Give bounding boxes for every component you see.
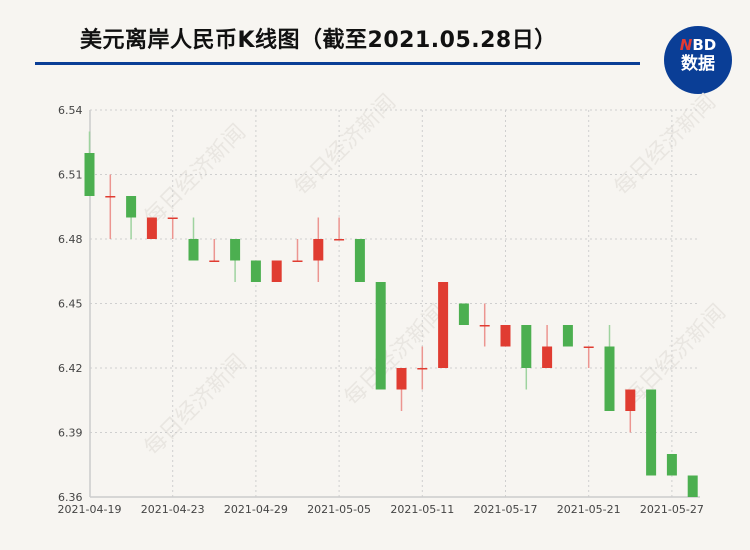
candle (105, 174, 116, 239)
candle-body (666, 454, 677, 476)
x-tick-label: 2021-05-11 (390, 503, 454, 516)
candle-body (604, 346, 615, 411)
x-tick-label: 2021-05-21 (557, 503, 621, 516)
candle-body (84, 153, 95, 196)
candle-body (146, 217, 157, 239)
y-tick-label: 6.48 (58, 233, 83, 246)
x-tick-label: 2021-05-05 (307, 503, 371, 516)
candle (271, 260, 282, 282)
x-tick-label: 2021-04-23 (141, 503, 205, 516)
candle (458, 303, 469, 325)
candle-body (230, 239, 241, 261)
candle-body (687, 475, 698, 497)
candle-body (292, 260, 303, 262)
logo-top: NBD (679, 36, 717, 54)
candle-body (354, 239, 365, 282)
candle (604, 325, 615, 411)
candle-body (375, 282, 386, 390)
candle-body (188, 239, 199, 261)
x-tick-label: 2021-05-17 (474, 503, 538, 516)
x-tick-label: 2021-04-19 (58, 503, 122, 516)
candle (209, 239, 220, 262)
candle (126, 196, 137, 239)
candle-body (209, 260, 220, 262)
candle (562, 325, 573, 347)
watermark: 每日经济新闻 (620, 300, 731, 411)
watermark: 每日经济新闻 (140, 120, 251, 231)
candle (84, 131, 95, 196)
candle-body (334, 239, 345, 241)
y-tick-label: 6.42 (58, 362, 83, 375)
y-tick-label: 6.39 (58, 427, 83, 440)
candle (438, 282, 449, 368)
candle (146, 217, 157, 239)
candle (521, 325, 532, 390)
candle (687, 475, 698, 497)
candle-body (521, 325, 532, 368)
y-tick-label: 6.51 (58, 169, 83, 182)
candle-body (105, 196, 116, 198)
candle-body (479, 325, 490, 327)
candle-body (500, 325, 511, 347)
candle (334, 217, 345, 241)
y-tick-label: 6.45 (58, 298, 83, 311)
candle (292, 239, 303, 262)
candle (188, 217, 199, 261)
watermark: 每日经济新闻 (140, 350, 251, 461)
candle (542, 325, 553, 368)
candle (230, 239, 241, 282)
candle (250, 260, 261, 282)
candle (396, 368, 407, 411)
candle (500, 325, 511, 347)
candle (666, 454, 677, 476)
candle-body (646, 389, 657, 476)
candle (354, 239, 365, 282)
candle (646, 389, 657, 476)
candle-body (458, 303, 469, 325)
candle-body (417, 368, 428, 370)
chart-title: 美元离岸人民币K线图（截至2021.05.28日） (80, 28, 557, 53)
x-tick-label: 2021-04-29 (224, 503, 288, 516)
candle-body (562, 325, 573, 347)
candle-body (126, 196, 137, 218)
logo-bottom: 数据 (681, 54, 715, 74)
candle (625, 389, 636, 433)
nbd-logo: NBD 数据 (664, 26, 732, 94)
watermark: 每日经济新闻 (290, 90, 401, 201)
candle (375, 282, 386, 390)
title-underline (35, 62, 640, 65)
candle (417, 346, 428, 390)
candle (313, 217, 324, 282)
candle-body (271, 260, 282, 282)
y-tick-label: 6.54 (58, 104, 83, 117)
watermark: 每日经济新闻 (610, 90, 721, 201)
x-tick-label: 2021-05-27 (640, 503, 704, 516)
candle-body (250, 260, 261, 282)
candle-body (438, 282, 449, 368)
candle-body (625, 389, 636, 411)
candle (583, 346, 594, 368)
candle (167, 217, 178, 239)
candle-body (313, 239, 324, 261)
candle-body (167, 217, 178, 219)
candle-body (583, 346, 594, 348)
candle-body (542, 346, 553, 368)
candle-body (396, 368, 407, 390)
watermark: 每日经济新闻 (340, 300, 451, 411)
y-tick-label: 6.36 (58, 491, 83, 504)
candle (479, 303, 490, 347)
